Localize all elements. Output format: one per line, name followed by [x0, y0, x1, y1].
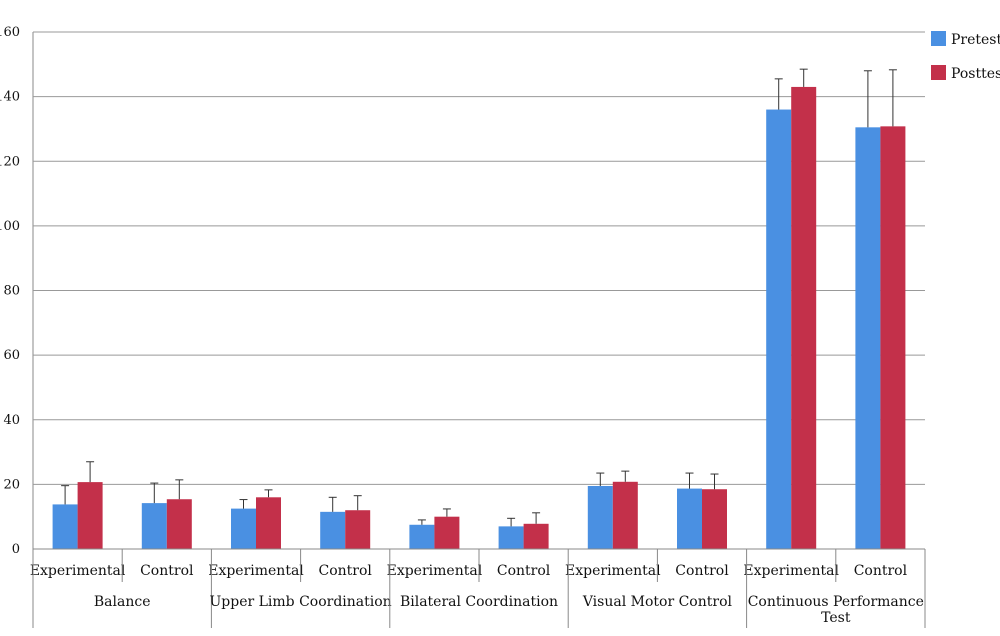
bar-posttest [166, 499, 192, 549]
y-tick-label: 0 [12, 542, 20, 557]
x-tick-label: Control [854, 563, 908, 579]
bar-pretest [231, 508, 256, 549]
bar-posttest [612, 481, 638, 549]
y-axis-ticks: 0 20 40 60 80 100 120 140 160 [0, 25, 20, 557]
legend-label: Posttest [951, 66, 1000, 82]
bar-pretest [855, 127, 881, 550]
bar-posttest [77, 482, 103, 549]
group-label: Upper Limb Coordination [209, 594, 391, 610]
bar-pretest [587, 485, 613, 549]
group-label: Bilateral Coordination [400, 594, 558, 610]
y-tick-label: 20 [3, 477, 20, 492]
group-label: Continuous Performance [748, 594, 924, 610]
bar-posttest [791, 86, 817, 550]
y-tick-label: 60 [3, 348, 20, 363]
bar-posttest [434, 516, 460, 549]
bar-pretest [766, 109, 792, 550]
bar-pretest [409, 524, 435, 549]
bar-posttest [880, 126, 906, 549]
bar-pretest [677, 488, 702, 549]
group-label: Visual Motor Control [582, 594, 733, 610]
bar-posttest [702, 489, 727, 549]
y-tick-label: 120 [0, 154, 20, 169]
bars [52, 86, 906, 550]
x-tick-label: Control [675, 563, 729, 579]
bar-posttest [523, 523, 549, 549]
y-tick-label: 100 [0, 219, 20, 234]
bar-pretest [320, 511, 346, 549]
group-label: Test [821, 610, 851, 626]
bar-posttest [256, 497, 281, 549]
bar-pretest [141, 503, 167, 549]
y-tick-label: 140 [0, 90, 20, 105]
legend-swatch-pretest [931, 31, 946, 46]
x-tick-label: Experimental [387, 563, 483, 579]
y-tick-label: 160 [0, 25, 20, 40]
bar-pretest [498, 526, 524, 549]
x-tick-label: Experimental [208, 563, 304, 579]
x-tick-label: Control [140, 563, 194, 579]
bar-posttest [345, 510, 371, 549]
legend-label: Pretest [951, 32, 1000, 48]
x-axis: Experimental Control Balance Experimental Co… [30, 548, 926, 628]
y-tick-label: 40 [3, 413, 20, 428]
bar-pretest [52, 504, 78, 549]
x-tick-label: Experimental [565, 563, 661, 579]
legend-swatch-posttest [931, 65, 946, 80]
y-tick-label: 80 [3, 284, 20, 299]
x-tick-label: Experimental [743, 563, 839, 579]
group-label: Balance [94, 594, 151, 610]
x-tick-label: Experimental [30, 563, 126, 579]
x-tick-label: Control [497, 563, 551, 579]
legend: Pretest Posttest [931, 31, 1000, 82]
error-bars [61, 68, 897, 527]
x-tick-label: Control [319, 563, 373, 579]
